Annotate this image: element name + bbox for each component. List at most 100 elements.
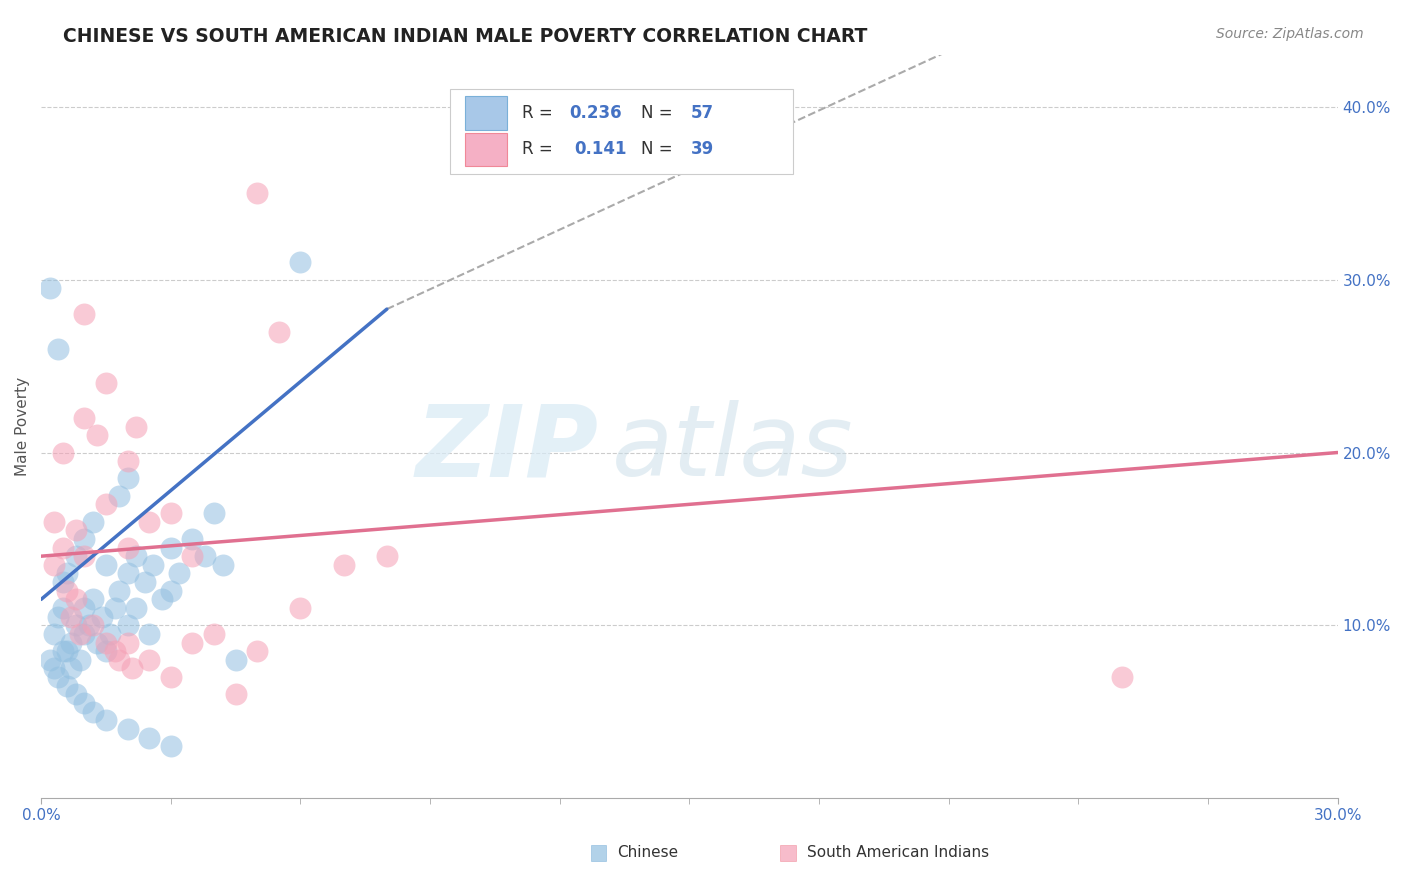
Point: [60, 609, 83, 624]
Point: [52, 575, 75, 590]
Point: [246, 644, 269, 658]
Point: [138, 653, 160, 667]
Point: [117, 454, 139, 468]
Point: [38, 281, 60, 295]
Point: [103, 601, 125, 615]
Point: [73, 601, 96, 615]
Point: [86, 635, 108, 649]
Bar: [465, 96, 506, 130]
Point: [69, 627, 91, 641]
Point: [125, 601, 148, 615]
Text: N =: N =: [641, 141, 678, 159]
Point: [56, 679, 79, 693]
Point: [108, 653, 131, 667]
Point: [117, 566, 139, 581]
Point: [42, 627, 65, 641]
Point: [159, 739, 181, 754]
Point: [134, 575, 156, 590]
Point: [125, 419, 148, 434]
Point: [82, 705, 104, 719]
Point: [48, 609, 70, 624]
Bar: [465, 133, 506, 166]
Point: [48, 342, 70, 356]
Point: [73, 307, 96, 321]
Text: CHINESE VS SOUTH AMERICAN INDIAN MALE POVERTY CORRELATION CHART: CHINESE VS SOUTH AMERICAN INDIAN MALE PO…: [63, 27, 868, 45]
Point: [150, 592, 173, 607]
Point: [73, 627, 96, 641]
Text: N =: N =: [641, 104, 678, 122]
Point: [103, 644, 125, 658]
Point: [65, 592, 87, 607]
Point: [65, 523, 87, 537]
Point: [77, 618, 100, 632]
Point: [117, 471, 139, 485]
Point: [38, 653, 60, 667]
Text: Source: ZipAtlas.com: Source: ZipAtlas.com: [1216, 27, 1364, 41]
Point: [117, 635, 139, 649]
Point: [94, 644, 117, 658]
Point: [138, 731, 160, 745]
Point: [290, 255, 312, 269]
Point: [42, 558, 65, 572]
Y-axis label: Male Poverty: Male Poverty: [15, 377, 30, 476]
Text: 0.141: 0.141: [574, 141, 627, 159]
Point: [159, 541, 181, 555]
Point: [290, 601, 312, 615]
Point: [246, 186, 269, 201]
Point: [181, 532, 204, 546]
Point: [94, 376, 117, 391]
Point: [94, 714, 117, 728]
Point: [159, 506, 181, 520]
Text: 57: 57: [690, 104, 714, 122]
Point: [56, 644, 79, 658]
Point: [48, 670, 70, 684]
FancyBboxPatch shape: [450, 88, 793, 174]
Point: [117, 618, 139, 632]
Point: [1111, 670, 1133, 684]
Text: 39: 39: [690, 141, 714, 159]
Point: [82, 592, 104, 607]
Point: [60, 635, 83, 649]
Point: [375, 549, 398, 564]
Text: ZIP: ZIP: [416, 401, 599, 498]
Point: [73, 532, 96, 546]
Point: [108, 583, 131, 598]
Point: [90, 609, 112, 624]
Point: [169, 566, 191, 581]
Point: [73, 411, 96, 425]
Point: [52, 601, 75, 615]
Point: [82, 515, 104, 529]
Point: [73, 696, 96, 710]
Point: [60, 661, 83, 675]
Point: [94, 497, 117, 511]
Point: [121, 661, 143, 675]
Point: [52, 445, 75, 459]
Text: Chinese: Chinese: [617, 846, 678, 860]
Text: South American Indians: South American Indians: [807, 846, 988, 860]
Point: [159, 583, 181, 598]
Point: [202, 627, 225, 641]
Text: atlas: atlas: [612, 401, 853, 498]
Point: [159, 670, 181, 684]
Point: [65, 549, 87, 564]
Point: [52, 541, 75, 555]
Point: [94, 635, 117, 649]
Point: [125, 549, 148, 564]
Point: [181, 635, 204, 649]
Point: [117, 722, 139, 736]
Point: [73, 549, 96, 564]
Text: R =: R =: [522, 104, 558, 122]
Text: R =: R =: [522, 141, 564, 159]
Point: [117, 541, 139, 555]
Point: [202, 506, 225, 520]
Point: [98, 627, 121, 641]
Point: [86, 428, 108, 442]
Point: [225, 653, 247, 667]
Point: [211, 558, 233, 572]
Point: [42, 661, 65, 675]
Point: [56, 566, 79, 581]
Point: [225, 687, 247, 701]
Point: [194, 549, 217, 564]
Point: [267, 325, 290, 339]
Point: [65, 618, 87, 632]
